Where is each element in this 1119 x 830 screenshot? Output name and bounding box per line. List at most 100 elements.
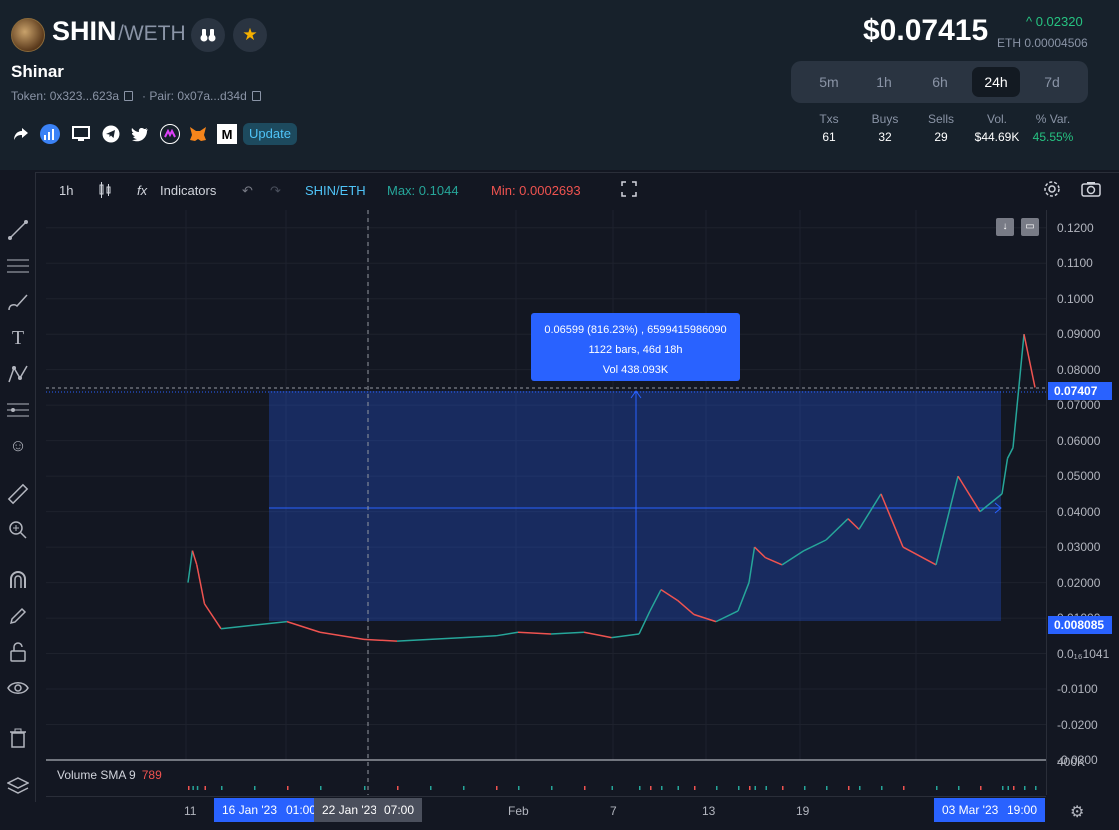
time-axis[interactable]: 11 Feb 7 13 19 16 Jan '23 01:00 22 Jan '… [46, 796, 1084, 822]
metamask-icon[interactable] [188, 124, 208, 144]
star-icon[interactable]: ★ [233, 18, 267, 52]
price-segment [220, 624, 255, 630]
share-icon[interactable] [11, 124, 31, 144]
quote-symbol: /WETH [118, 22, 186, 45]
maximize-icon[interactable]: ▭ [1021, 218, 1039, 236]
volume-bar [196, 786, 199, 790]
tab-5m[interactable]: 5m [819, 74, 839, 90]
price-tick: 0.09000 [1057, 327, 1101, 342]
volume-legend-value: 789 [141, 768, 162, 782]
price-usd: $0.07415 [863, 14, 989, 47]
price-segment [1006, 447, 1014, 459]
price-chart[interactable] [46, 210, 1046, 795]
price-segment [253, 620, 288, 626]
price-segment [803, 539, 827, 552]
volume-bar [639, 786, 641, 790]
brush-icon[interactable] [6, 290, 30, 314]
copy-icon[interactable] [124, 91, 134, 101]
volume-bar [463, 786, 465, 790]
camera-icon[interactable] [1081, 181, 1101, 200]
volume-bar [1013, 786, 1015, 790]
measure-tooltip: 0.06599 (816.23%) , 6599415986090 1122 b… [531, 313, 740, 381]
price-tick: 0.0₁₆1041 [1057, 646, 1110, 661]
volume-bar [584, 786, 586, 790]
stat-label: Sells [927, 112, 954, 126]
range-start-date: 16 Jan '23 [214, 798, 286, 822]
volume-legend: Volume SMA 9 789 [57, 768, 162, 782]
chart-icon[interactable] [40, 124, 60, 144]
indicators-button[interactable]: Indicators [160, 183, 217, 198]
settings-icon[interactable] [1043, 180, 1061, 201]
min-label: Min: 0.0002693 [491, 183, 581, 198]
telegram-icon[interactable] [101, 124, 121, 144]
eye-icon[interactable] [6, 676, 30, 700]
price-segment [363, 638, 398, 642]
price-segment [765, 557, 783, 566]
price-eth: ETH 0.00004506 [997, 36, 1088, 50]
volume-bar [716, 786, 718, 790]
volume-bar [754, 786, 756, 790]
price-segment [902, 546, 937, 566]
arrow-down-icon[interactable]: ↓ [996, 218, 1014, 236]
price-segment [611, 633, 640, 639]
price-tick: -0.0300 [1057, 753, 1098, 767]
price-segment [847, 518, 860, 530]
coin-icon[interactable] [160, 124, 180, 144]
max-label: Max: 0.1044 [387, 183, 459, 198]
price-segment [880, 493, 904, 548]
price-tick: 0.1100 [1057, 256, 1093, 271]
pencil-lock-icon[interactable] [6, 604, 30, 628]
price-segment [1001, 458, 1009, 494]
volume-bar [826, 786, 828, 790]
time-tick: 19 [796, 804, 810, 818]
price-segment [191, 550, 198, 566]
price-tick: 0.08000 [1057, 362, 1101, 377]
tab-7d[interactable]: 7d [1044, 74, 1060, 90]
update-button[interactable]: Update [243, 123, 297, 145]
stat-value: 61 [822, 130, 836, 144]
monitor-icon[interactable] [71, 124, 91, 144]
stat-volume: Vol. $44.69K [967, 112, 1027, 144]
twitter-icon[interactable] [130, 124, 150, 144]
medium-icon[interactable]: M [217, 124, 237, 144]
magnet-icon[interactable] [6, 568, 30, 592]
tab-24h[interactable]: 24h [972, 67, 1020, 97]
volume-bar [958, 786, 960, 790]
price-segment [935, 475, 959, 566]
stat-txs: Txs 61 [799, 112, 859, 144]
tab-6h[interactable]: 6h [932, 74, 948, 90]
tab-1h[interactable]: 1h [876, 74, 892, 90]
emoji-icon[interactable]: ☺ [9, 436, 27, 455]
candles-icon[interactable] [98, 181, 112, 202]
price-tick: 0.1200 [1057, 220, 1094, 235]
token-name: Shinar [11, 62, 64, 81]
price-segment [583, 631, 612, 639]
horizontal-lines-icon[interactable] [6, 254, 30, 278]
price-segment [462, 635, 497, 639]
binoculars-icon[interactable] [191, 18, 225, 52]
stat-sells: Sells 29 [911, 112, 971, 144]
price-segment [517, 631, 552, 635]
pattern-icon[interactable] [6, 362, 30, 386]
ruler-icon[interactable] [6, 482, 30, 506]
zoom-in-icon[interactable] [6, 518, 30, 542]
volume-bar [749, 786, 751, 790]
gear-icon[interactable]: ⚙ [1070, 804, 1085, 821]
trash-icon[interactable] [6, 726, 30, 750]
text-icon[interactable]: T [11, 326, 25, 349]
fullscreen-icon[interactable] [621, 181, 637, 200]
undo-icon[interactable]: ↶ [242, 183, 253, 198]
stat-value: 29 [934, 130, 948, 144]
redo-icon[interactable]: ↷ [270, 183, 281, 198]
volume-bar [320, 786, 322, 790]
trendline-icon[interactable] [6, 218, 30, 242]
volume-bar [650, 786, 652, 790]
price-segment [660, 589, 678, 601]
indicators-icon[interactable]: fx [137, 183, 148, 198]
layers-icon[interactable] [6, 774, 30, 798]
interval-button[interactable]: 1h [59, 183, 74, 198]
lock-icon[interactable] [6, 640, 30, 664]
prediction-icon[interactable] [6, 398, 30, 422]
price-scale[interactable]: 0.1200 0.1100 0.1000 0.09000 0.08000 0.07000 0… [1046, 210, 1119, 795]
copy-icon[interactable] [251, 91, 261, 101]
